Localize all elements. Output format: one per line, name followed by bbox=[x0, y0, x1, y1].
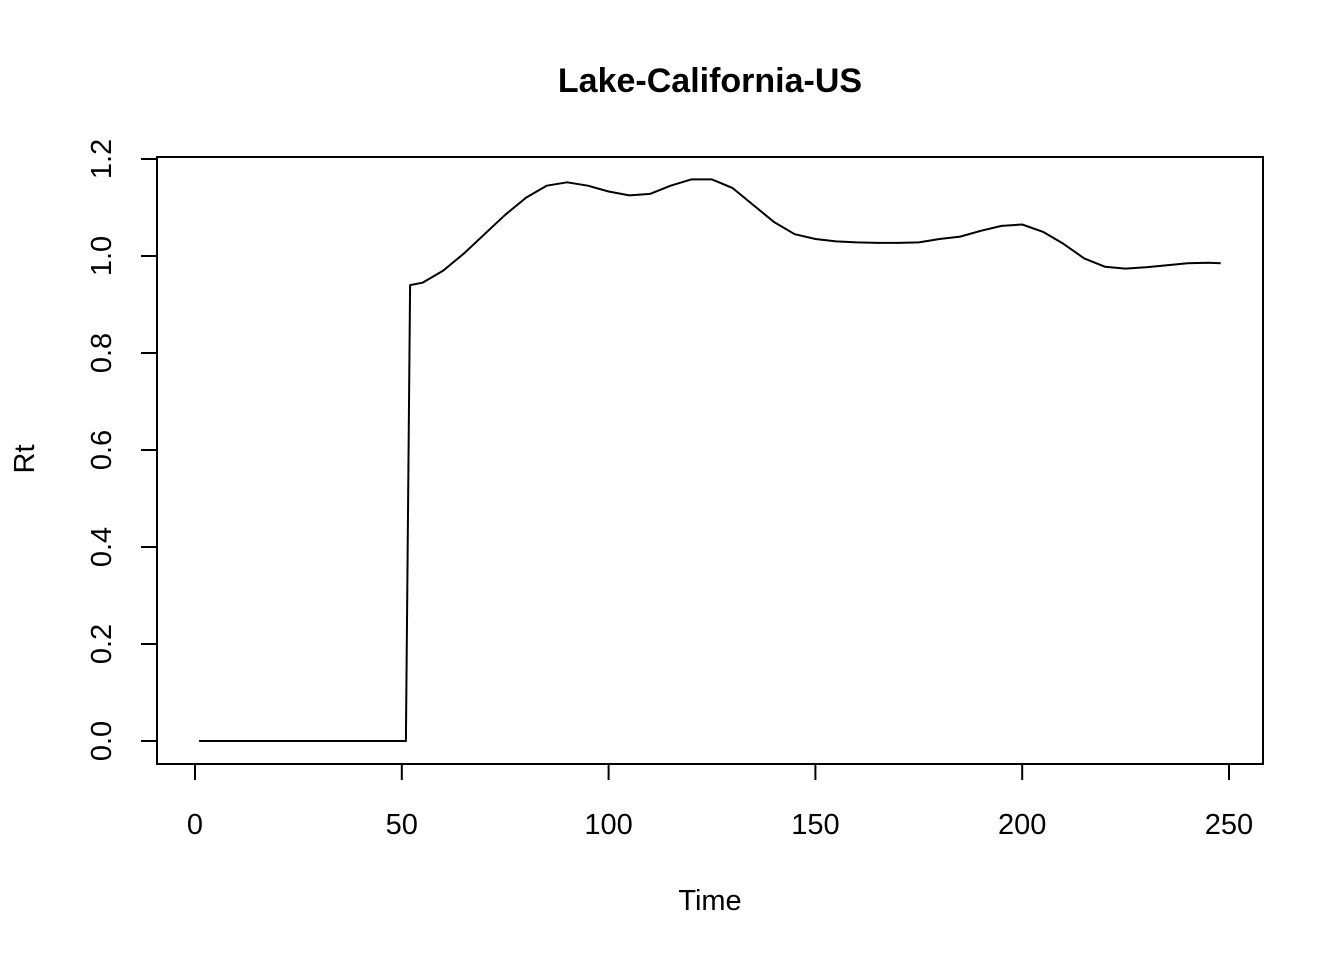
y-axis-label: Rt bbox=[9, 445, 41, 474]
x-tick-label: 50 bbox=[386, 809, 418, 841]
y-axis: 0.0 0.2 0.4 0.6 0.8 1.0 1.2 bbox=[86, 139, 158, 761]
series-line bbox=[199, 178, 1221, 742]
plot-frame bbox=[156, 156, 1264, 765]
x-tick-label: 200 bbox=[998, 809, 1046, 841]
x-tick-label: 0 bbox=[187, 809, 203, 841]
y-tick-label: 1.0 bbox=[86, 236, 118, 276]
x-axis-label: Time bbox=[678, 885, 741, 917]
y-tick-label: 0.8 bbox=[86, 333, 118, 373]
x-tick-label: 100 bbox=[584, 809, 632, 841]
chart-title: Lake-California-US bbox=[558, 62, 862, 100]
x-tick-label: 250 bbox=[1205, 809, 1253, 841]
y-tick-label: 0.0 bbox=[86, 721, 118, 761]
y-tick-label: 1.2 bbox=[86, 139, 118, 179]
y-tick-label: 0.2 bbox=[86, 624, 118, 664]
x-tick-label: 150 bbox=[791, 809, 839, 841]
x-axis: 0 50 100 150 200 250 bbox=[187, 763, 1253, 841]
y-tick-label: 0.4 bbox=[86, 527, 118, 567]
y-tick-label: 0.6 bbox=[86, 430, 118, 470]
